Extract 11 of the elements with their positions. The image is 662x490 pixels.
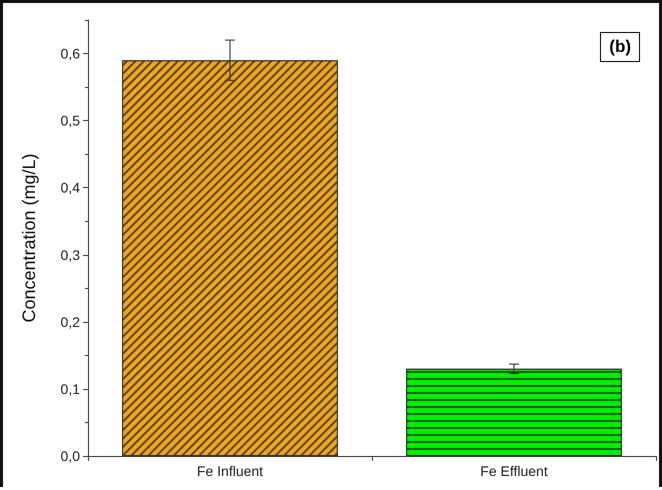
- annotation: (b): [600, 32, 640, 62]
- x-tick-label: Fe Influent: [196, 463, 264, 479]
- y-tick-label: 0,2: [60, 314, 80, 330]
- y-tick-label: 0,5: [60, 112, 80, 129]
- x-tick-label: Fe Effluent: [480, 463, 548, 479]
- y-tick-label: 0,0: [60, 448, 80, 464]
- y-tick-label: 0,3: [60, 246, 80, 263]
- y-tick-label: 0,1: [60, 380, 80, 397]
- y-axis-title: Concentration (mg/L): [19, 153, 39, 323]
- y-tick-label: 0,6: [60, 46, 80, 62]
- y-tick-label: 0,4: [60, 180, 80, 196]
